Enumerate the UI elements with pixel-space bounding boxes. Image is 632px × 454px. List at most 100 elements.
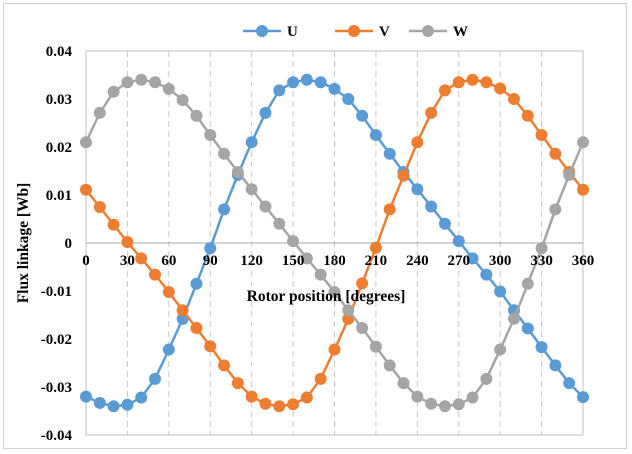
data-point <box>507 93 520 105</box>
legend: U V W <box>243 24 468 40</box>
data-point <box>521 277 534 290</box>
data-point <box>231 165 244 178</box>
data-point <box>300 391 313 404</box>
data-point <box>507 312 520 325</box>
legend-marker-v <box>348 25 360 37</box>
data-point <box>162 285 175 298</box>
data-point <box>549 147 562 160</box>
data-point <box>300 252 313 265</box>
data-point <box>204 129 217 141</box>
data-point <box>314 268 327 281</box>
data-point <box>149 372 162 385</box>
data-point <box>93 106 106 119</box>
data-point <box>245 183 258 196</box>
data-point <box>397 377 410 390</box>
data-point <box>245 136 258 149</box>
y-tick-label: -0.04 <box>41 428 73 444</box>
data-point <box>218 359 231 372</box>
data-point <box>535 129 548 141</box>
data-point <box>218 147 231 160</box>
data-point <box>480 268 493 281</box>
data-point <box>190 321 203 334</box>
data-point <box>204 242 217 255</box>
data-point <box>369 129 382 141</box>
data-point <box>273 84 286 97</box>
y-tick-label: 0.02 <box>46 140 72 156</box>
legend-marker-u <box>256 25 268 37</box>
x-tick-label: 60 <box>161 253 176 269</box>
data-point <box>204 340 217 353</box>
y-tick-label: -0.01 <box>41 284 72 300</box>
data-point <box>287 398 300 411</box>
data-point <box>356 277 369 290</box>
data-point <box>466 252 479 265</box>
data-point <box>135 252 148 265</box>
data-point <box>383 203 396 216</box>
data-point <box>494 82 507 95</box>
data-point <box>328 285 341 298</box>
x-tick-label: 0 <box>82 253 90 269</box>
data-point <box>314 76 327 89</box>
legend-label-v: V <box>379 24 390 40</box>
data-point <box>577 183 589 196</box>
x-tick-label: 210 <box>365 253 388 269</box>
data-point <box>287 76 300 89</box>
axes <box>85 50 584 436</box>
data-point <box>190 277 203 290</box>
data-point <box>162 82 175 95</box>
data-point <box>521 109 534 122</box>
data-point <box>218 203 231 216</box>
data-point <box>259 200 272 213</box>
data-point <box>466 73 479 86</box>
series-w <box>80 73 589 413</box>
data-point <box>494 285 507 298</box>
data-point <box>577 391 589 404</box>
data-point <box>438 84 451 97</box>
data-point <box>231 377 244 390</box>
data-point <box>397 169 410 182</box>
data-point <box>452 235 465 248</box>
data-point <box>93 201 106 213</box>
data-point <box>369 340 382 353</box>
data-point <box>577 136 589 149</box>
x-tick-label: 360 <box>572 253 595 269</box>
data-point <box>356 109 369 122</box>
data-point <box>549 203 562 216</box>
data-point <box>383 147 396 160</box>
data-point <box>342 304 355 317</box>
data-point <box>549 359 562 372</box>
x-tick-label: 240 <box>406 253 429 269</box>
data-point <box>273 217 286 230</box>
data-point <box>176 304 189 317</box>
series-group <box>80 73 589 413</box>
data-point <box>107 400 120 413</box>
y-axis-title: Flux linkage [Wb] <box>15 183 32 304</box>
data-point <box>107 218 120 231</box>
data-point <box>121 76 134 89</box>
data-point <box>452 76 465 89</box>
data-point <box>425 106 438 119</box>
data-point <box>107 85 120 98</box>
data-point <box>438 400 451 413</box>
data-point <box>342 93 355 105</box>
data-point <box>245 390 258 403</box>
y-tick-label: 0.03 <box>46 92 72 108</box>
data-point <box>135 391 148 404</box>
data-point <box>190 109 203 122</box>
data-point <box>328 343 341 356</box>
data-point <box>563 377 576 390</box>
legend-label-w: W <box>453 24 468 40</box>
data-point <box>480 76 493 89</box>
data-point <box>135 73 148 86</box>
data-point <box>121 398 134 411</box>
data-point <box>273 400 286 413</box>
data-point <box>149 76 162 89</box>
chart-frame <box>3 3 627 449</box>
legend-marker-w <box>422 25 434 37</box>
y-tick-label: -0.02 <box>41 332 72 348</box>
data-point <box>176 93 189 106</box>
y-tick-label: 0.01 <box>46 188 72 204</box>
y-tick-label: -0.03 <box>41 380 72 396</box>
data-point <box>425 200 438 213</box>
